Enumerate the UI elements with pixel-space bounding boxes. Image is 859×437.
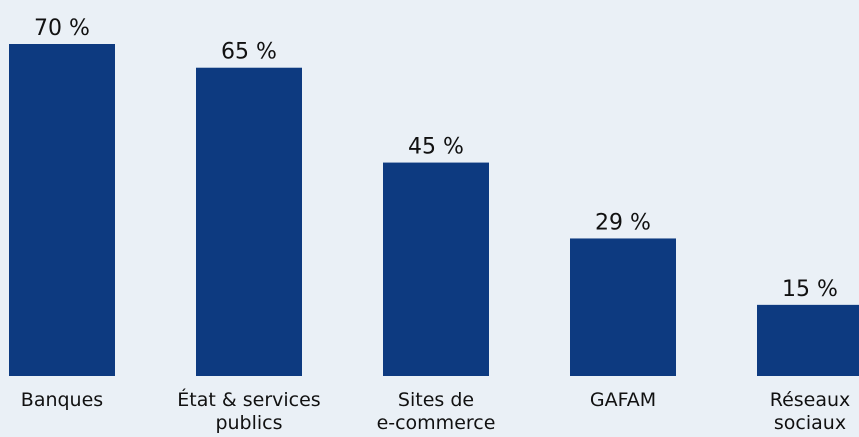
- category-label-1: État & services publics: [177, 388, 320, 434]
- bar-3: [570, 238, 676, 376]
- bar-1: [196, 67, 302, 376]
- value-label-0: 70 %: [34, 16, 90, 41]
- category-label-0: Banques: [21, 389, 103, 411]
- bar-0: [9, 44, 115, 376]
- bar-4: [757, 304, 859, 376]
- value-labels-layer: 70 % 65 % 45 % 29 % 15 %: [34, 16, 838, 302]
- value-label-4: 15 %: [782, 277, 838, 302]
- category-label-2: Sites de e-commerce: [377, 389, 496, 434]
- bars-layer: [9, 44, 859, 376]
- bar-2: [383, 162, 489, 376]
- value-label-2: 45 %: [408, 135, 464, 160]
- value-label-1: 65 %: [221, 40, 277, 65]
- category-labels-layer: Banques État & services publics Sites de e-c…: [21, 388, 850, 434]
- category-label-4: Réseaux sociaux: [770, 389, 851, 434]
- category-label-3: GAFAM: [590, 389, 656, 411]
- value-label-3: 29 %: [595, 210, 651, 235]
